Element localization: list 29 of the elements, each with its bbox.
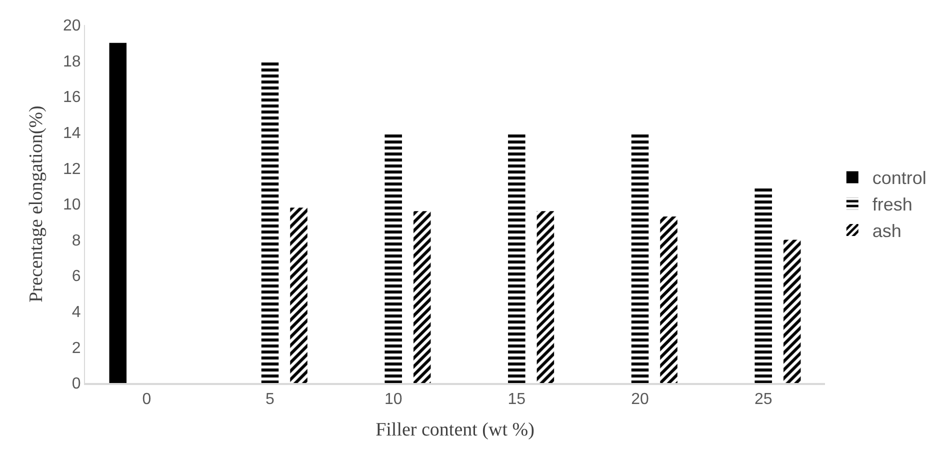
text: fresh xyxy=(872,194,912,215)
bar xyxy=(783,240,801,383)
text: ash xyxy=(872,221,902,242)
y-tick-label: 16 xyxy=(63,89,81,106)
x-tick-label: 5 xyxy=(266,391,275,408)
y-tick-label: 2 xyxy=(72,340,81,357)
y-tick-label: 0 xyxy=(72,376,81,393)
bar xyxy=(536,211,554,383)
x-tick-label: 15 xyxy=(508,391,526,408)
bar xyxy=(261,60,279,383)
y-axis-title: Precentage elongation(%) xyxy=(26,106,47,302)
y-tick-label: 4 xyxy=(72,304,81,321)
y-tick-label: 6 xyxy=(72,268,81,286)
legend-label: control xyxy=(872,168,926,188)
x-tick-label: 0 xyxy=(142,391,152,408)
bar xyxy=(413,211,431,383)
y-tick-label: 8 xyxy=(72,232,81,250)
x-tick-label: 25 xyxy=(754,391,772,408)
y-tick-label: 14 xyxy=(63,125,81,142)
x-tick-label: 20 xyxy=(631,391,649,408)
bar xyxy=(109,42,127,383)
y-tick-label: 20 xyxy=(63,18,81,35)
x-tick-label: 10 xyxy=(384,391,402,408)
bar xyxy=(660,216,678,383)
y-tick-label: 10 xyxy=(63,196,81,214)
bar xyxy=(290,208,308,383)
x-axis-title: Filler content (wt %) xyxy=(376,420,534,440)
y-tick-label: 18 xyxy=(63,53,81,70)
y-tick-label: 12 xyxy=(63,160,81,178)
